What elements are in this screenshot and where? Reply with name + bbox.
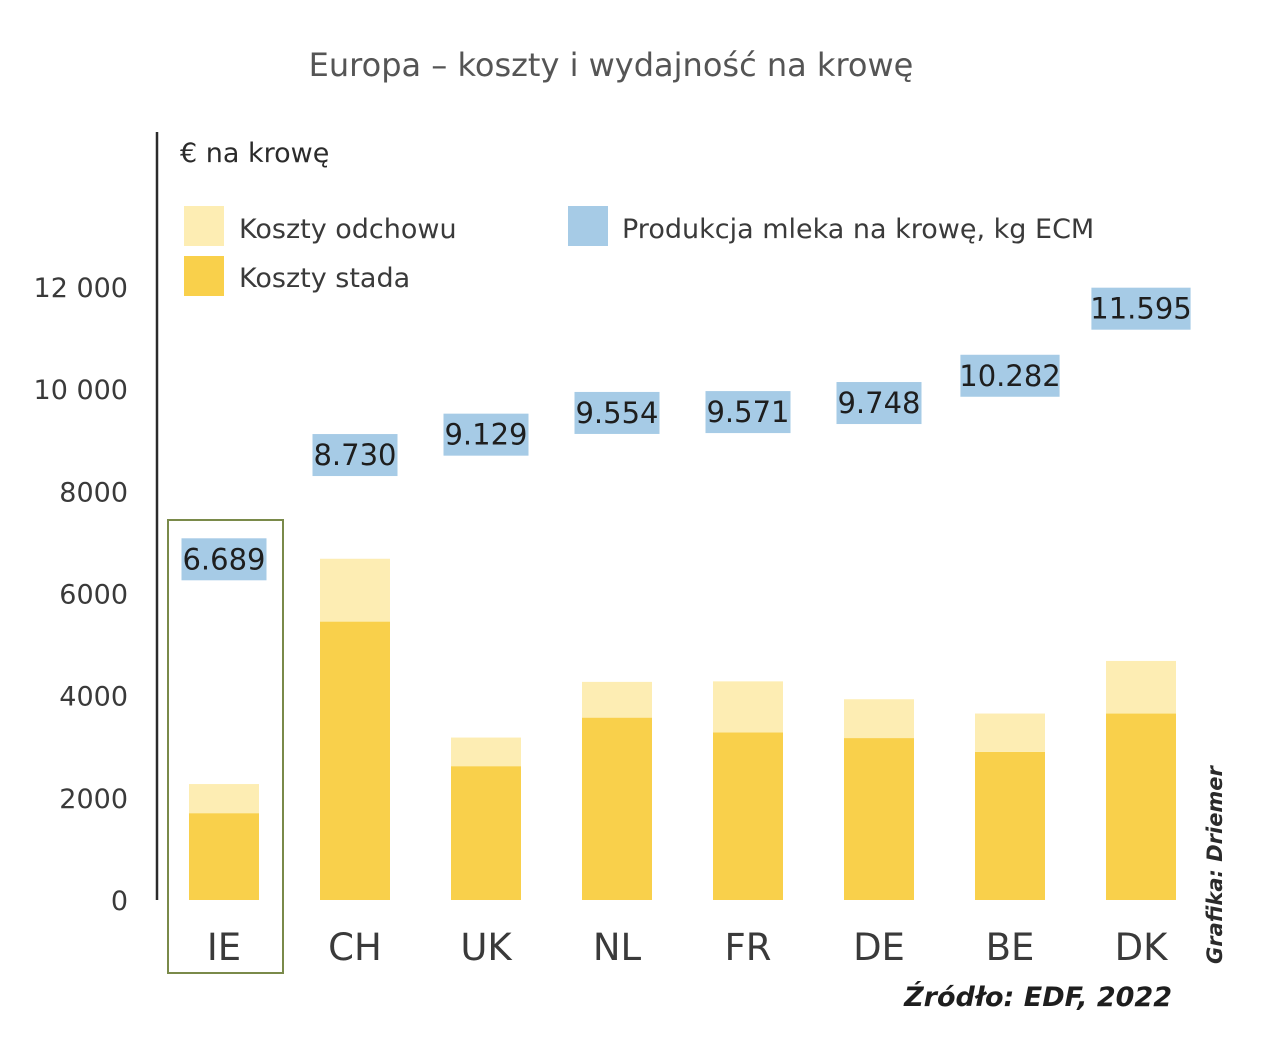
milk-yield-label-be: 10.282 bbox=[959, 359, 1060, 393]
bars bbox=[189, 558, 1176, 900]
bar-rearing-costs-de bbox=[844, 699, 914, 739]
milk-yield-box-be bbox=[960, 354, 1060, 397]
legend-label-rearing-costs: Koszty odchowu bbox=[239, 214, 457, 245]
milk-yield-box-ch bbox=[312, 434, 398, 477]
y-tick-label: 2000 bbox=[59, 784, 128, 815]
y-axis-ticks: 0 2000 4000 6000 8000 10 000 12 000 bbox=[34, 273, 128, 917]
milk-yield-label-ch: 8.730 bbox=[313, 438, 396, 472]
bar-rearing-costs-be bbox=[975, 713, 1045, 752]
bar-rearing-costs-nl bbox=[582, 681, 652, 718]
bar-rearing-costs-dk bbox=[1106, 660, 1176, 714]
chart-title: Europa – koszty i wydajność na krowę bbox=[309, 46, 914, 84]
category-label-de: DE bbox=[853, 926, 905, 969]
bar-rearing-costs-fr bbox=[713, 681, 783, 733]
milk-yield-labels: 6.689 8.730 9.129 9.554 9.571 9.748 10.282 11.5… bbox=[181, 287, 1192, 581]
y-tick-label: 10 000 bbox=[34, 375, 128, 406]
category-label-dk: DK bbox=[1115, 926, 1169, 969]
milk-yield-label-nl: 9.554 bbox=[575, 396, 658, 430]
bar-herd-costs-nl bbox=[582, 717, 652, 900]
milk-yield-box-dk bbox=[1091, 287, 1191, 330]
category-label-ie: IE bbox=[207, 926, 241, 969]
category-label-fr: FR bbox=[725, 926, 772, 969]
source-note: Źródło: EDF, 2022 bbox=[903, 981, 1172, 1013]
category-labels: IE CH UK NL FR DE BE DK bbox=[207, 926, 1169, 969]
bar-herd-costs-fr bbox=[713, 732, 783, 900]
milk-yield-label-de: 9.748 bbox=[837, 386, 920, 420]
milk-yield-label-dk: 11.595 bbox=[1090, 292, 1191, 326]
category-label-uk: UK bbox=[460, 926, 513, 969]
bar-herd-costs-dk bbox=[1106, 713, 1176, 900]
milk-yield-label-ie: 6.689 bbox=[182, 542, 265, 576]
y-tick-label: 12 000 bbox=[34, 273, 128, 304]
milk-yield-label-uk: 9.129 bbox=[444, 418, 527, 452]
legend-label-milk-yield: Produkcja mleka na krowę, kg ECM bbox=[622, 214, 1094, 245]
y-tick-label: 8000 bbox=[59, 477, 128, 508]
bar-herd-costs-uk bbox=[451, 766, 521, 900]
category-label-be: BE bbox=[986, 926, 1035, 969]
bar-herd-costs-ch bbox=[320, 621, 390, 900]
bar-rearing-costs-ie bbox=[189, 784, 259, 814]
category-label-ch: CH bbox=[328, 926, 382, 969]
bar-herd-costs-de bbox=[844, 738, 914, 900]
highlight-box-ie bbox=[167, 519, 284, 974]
milk-yield-label-fr: 9.571 bbox=[706, 395, 789, 429]
legend-swatch-herd-costs bbox=[184, 256, 224, 296]
legend-swatch-milk-yield bbox=[568, 206, 608, 246]
legend-swatch-rearing-costs bbox=[184, 206, 224, 246]
bar-herd-costs-be bbox=[975, 751, 1045, 900]
milk-yield-box-nl bbox=[574, 391, 660, 434]
y-tick-label: 6000 bbox=[59, 580, 128, 611]
milk-yield-box-ie bbox=[181, 538, 267, 581]
bar-rearing-costs-uk bbox=[451, 737, 521, 767]
legend-label-herd-costs: Koszty stada bbox=[239, 263, 410, 294]
milk-yield-box-de bbox=[836, 382, 922, 425]
category-label-nl: NL bbox=[593, 926, 642, 969]
milk-yield-box-uk bbox=[443, 413, 529, 456]
y-tick-label: 4000 bbox=[59, 682, 128, 713]
bar-herd-costs-ie bbox=[189, 813, 259, 900]
milk-yield-box-fr bbox=[705, 391, 791, 434]
y-tick-label: 0 bbox=[111, 886, 128, 917]
bar-rearing-costs-ch bbox=[320, 558, 390, 622]
y-axis-unit-label: € na krowę bbox=[180, 138, 329, 169]
graphic-credit: Grafika: Driemer bbox=[1203, 764, 1227, 963]
